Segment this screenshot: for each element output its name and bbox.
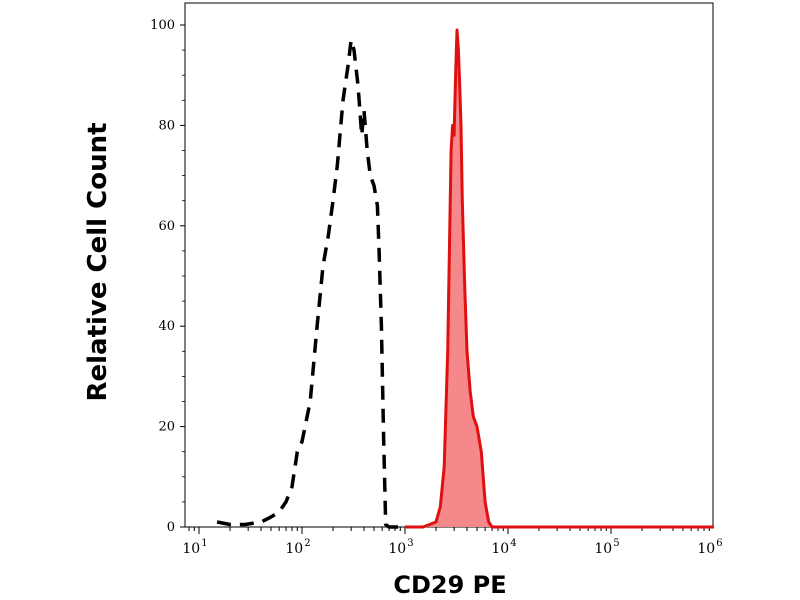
x-tick-exponent: 4 [510, 538, 516, 549]
series-0-line [216, 38, 405, 529]
y-tick-label-0: 0 [167, 520, 175, 535]
x-tick-exponent: 3 [407, 538, 413, 549]
x-tick-exponent: 5 [613, 538, 619, 549]
x-tick-label-4: 104 [491, 538, 516, 557]
y-tick-label-20: 20 [158, 420, 175, 435]
x-tick-exponent: 2 [304, 538, 310, 549]
y-tick-label-40: 40 [158, 319, 175, 334]
y-tick-label-60: 60 [158, 219, 175, 234]
x-tick-exponent: 6 [716, 538, 722, 549]
x-tick-label-2: 102 [285, 538, 310, 557]
x-tick-label-6: 106 [697, 538, 722, 557]
x-tick-label-3: 103 [388, 538, 413, 557]
x-tick-label-1: 101 [182, 538, 207, 557]
y-tick-label-100: 100 [150, 18, 175, 33]
series-1-line [405, 28, 714, 529]
x-tick-exponent: 1 [201, 538, 207, 549]
y-tick-label-80: 80 [158, 118, 175, 133]
x-axis-label: CD29 PE [393, 571, 506, 599]
x-tick-label-5: 105 [594, 538, 619, 557]
y-axis-label: Relative Cell Count [83, 122, 113, 401]
series-1-fill [405, 30, 714, 527]
plot-area: 0 20 40 60 80 100 101 102 103 104 105 106 [150, 2, 723, 557]
